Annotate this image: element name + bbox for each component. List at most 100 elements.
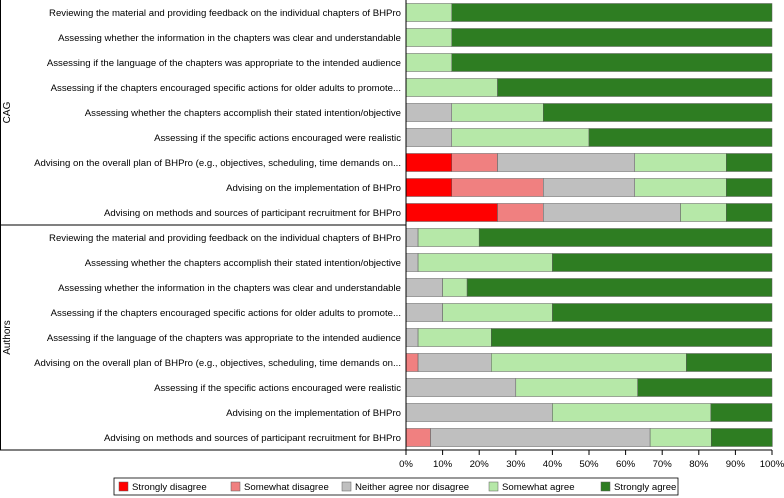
- bar-segment-strongly-agree: [686, 353, 772, 372]
- bar-segment-somewhat-agree: [451, 128, 590, 147]
- legend-label: Somewhat disagree: [244, 482, 329, 493]
- bar-segment-neither-agree-nor-disagree: [405, 228, 419, 247]
- x-tick-label: 10%: [433, 459, 453, 470]
- legend-label: Neither agree nor disagree: [355, 482, 469, 493]
- bar-segment-strongly-agree: [552, 253, 773, 272]
- legend-box: [113, 477, 679, 496]
- bar-segment-neither-agree-nor-disagree: [405, 278, 443, 297]
- category-label: Advising on the overall plan of BHPro (e…: [34, 358, 401, 369]
- bar-segment-somewhat-agree: [680, 203, 727, 222]
- bar-segment-strongly-agree: [451, 53, 773, 72]
- bar-segment-neither-agree-nor-disagree: [405, 328, 419, 347]
- bar-segment-strongly-agree: [478, 228, 773, 247]
- bar-segment-strongly-agree: [451, 28, 773, 47]
- x-tick-label: 80%: [689, 459, 709, 470]
- bar-segment-somewhat-agree: [451, 103, 544, 122]
- category-label: Advising on methods and sources of parti…: [104, 433, 401, 444]
- x-tick-label: 0%: [399, 459, 413, 470]
- category-label: Advising on the overall plan of BHPro (e…: [34, 158, 401, 169]
- bar-segment-strongly-agree: [726, 153, 773, 172]
- x-tick-label: 20%: [470, 459, 490, 470]
- legend-label: Strongly agree: [614, 482, 676, 493]
- x-tick-label: 90%: [726, 459, 746, 470]
- bar-segment-somewhat-disagree: [451, 178, 544, 197]
- x-tick-label: 50%: [579, 459, 599, 470]
- bar-segment-neither-agree-nor-disagree: [405, 253, 419, 272]
- bar-segment-neither-agree-nor-disagree: [405, 403, 553, 422]
- bar-segment-somewhat-agree: [417, 253, 553, 272]
- bar-segment-neither-agree-nor-disagree: [405, 103, 452, 122]
- category-label: Assessing if the chapters encouraged spe…: [51, 308, 401, 319]
- category-label: Assessing whether the information in the…: [58, 33, 401, 44]
- bar-segment-neither-agree-nor-disagree: [430, 428, 651, 447]
- category-label: Reviewing the material and providing fee…: [49, 8, 401, 19]
- legend-label: Strongly disagree: [132, 482, 207, 493]
- bar-segment-neither-agree-nor-disagree: [497, 153, 635, 172]
- category-label: Assessing whether the chapters accomplis…: [85, 108, 401, 119]
- bar-segment-neither-agree-nor-disagree: [543, 203, 681, 222]
- bar-segment-somewhat-disagree: [497, 203, 544, 222]
- bar-segment-somewhat-agree: [634, 178, 727, 197]
- bar-segment-somewhat-agree: [442, 303, 553, 322]
- legend-swatch: [600, 481, 611, 492]
- bar-segment-somewhat-disagree: [451, 153, 498, 172]
- legend-swatch: [118, 481, 129, 492]
- x-tick-label: 70%: [653, 459, 673, 470]
- bar-segment-somewhat-agree: [405, 78, 498, 97]
- bar-segment-somewhat-disagree: [405, 428, 431, 447]
- bar-segment-strongly-agree: [552, 303, 773, 322]
- category-label: Assessing if the specific actions encour…: [154, 383, 401, 394]
- category-label: Assessing if the specific actions encour…: [154, 133, 401, 144]
- bar-segment-somewhat-disagree: [405, 353, 419, 372]
- bar-segment-neither-agree-nor-disagree: [543, 178, 635, 197]
- group-label: Authors: [2, 320, 13, 354]
- bar-segment-strongly-disagree: [405, 203, 498, 222]
- bar-segment-somewhat-agree: [405, 3, 452, 22]
- legend-swatch: [341, 481, 352, 492]
- bar-segment-neither-agree-nor-disagree: [405, 303, 443, 322]
- category-label: Advising on methods and sources of parti…: [104, 208, 401, 219]
- group-label: CAG: [2, 101, 13, 123]
- x-tick-label: 30%: [506, 459, 526, 470]
- bar-segment-somewhat-agree: [417, 228, 480, 247]
- bar-segment-neither-agree-nor-disagree: [405, 378, 517, 397]
- bar-segment-strongly-agree: [588, 128, 773, 147]
- bar-segment-strongly-agree: [497, 78, 773, 97]
- x-tick-label: 60%: [616, 459, 636, 470]
- bar-segment-strongly-agree: [710, 428, 773, 447]
- bar-segment-somewhat-agree: [405, 28, 452, 47]
- category-label: Assessing if the language of the chapter…: [47, 58, 401, 69]
- bar-segment-strongly-agree: [710, 403, 773, 422]
- bar-segment-somewhat-agree: [405, 53, 452, 72]
- bar-segment-strongly-agree: [726, 178, 773, 197]
- bar-segment-neither-agree-nor-disagree: [405, 128, 452, 147]
- bar-segment-strongly-agree: [466, 278, 773, 297]
- category-label: Assessing if the language of the chapter…: [47, 333, 401, 344]
- x-tick-label: 40%: [543, 459, 563, 470]
- legend-swatch: [230, 481, 241, 492]
- bar-segment-somewhat-agree: [515, 378, 638, 397]
- bar-segment-somewhat-agree: [634, 153, 727, 172]
- category-label: Assessing whether the information in the…: [58, 283, 401, 294]
- bar-segment-strongly-agree: [726, 203, 773, 222]
- bar-segment-somewhat-agree: [552, 403, 712, 422]
- bar-segment-strongly-disagree: [405, 178, 452, 197]
- x-tick-label: 100%: [760, 459, 784, 470]
- bar-segment-somewhat-agree: [417, 328, 492, 347]
- legend-swatch: [488, 481, 499, 492]
- category-label: Reviewing the material and providing fee…: [49, 233, 401, 244]
- bar-segment-strongly-agree: [543, 103, 773, 122]
- bar-segment-strongly-disagree: [405, 153, 452, 172]
- bar-segment-strongly-agree: [451, 3, 773, 22]
- category-label: Assessing if the chapters encouraged spe…: [51, 83, 401, 94]
- bar-segment-strongly-agree: [491, 328, 773, 347]
- category-label: Assessing whether the chapters accomplis…: [85, 258, 401, 269]
- bar-segment-somewhat-agree: [442, 278, 468, 297]
- bar-segment-strongly-agree: [637, 378, 773, 397]
- category-label: Advising on the implementation of BHPro: [226, 408, 401, 419]
- bar-segment-somewhat-agree: [649, 428, 712, 447]
- bar-segment-neither-agree-nor-disagree: [417, 353, 492, 372]
- bar-segment-somewhat-agree: [491, 353, 687, 372]
- category-label: Advising on the implementation of BHPro: [226, 183, 401, 194]
